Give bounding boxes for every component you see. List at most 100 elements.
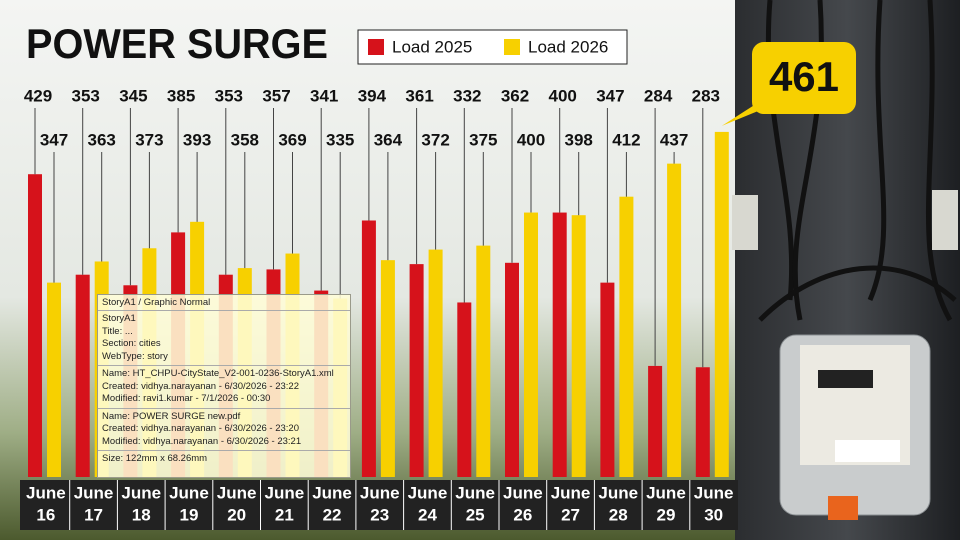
value-label: 363 (88, 130, 116, 149)
tooltip-section: StoryA1 Title: ... Section: cities WebType:… (98, 311, 350, 366)
legend-swatch (368, 39, 384, 55)
bar (28, 174, 42, 477)
meter-tag (835, 440, 900, 462)
tooltip: StoryA1 / Graphic Normal StoryA1 Title: .… (97, 294, 351, 478)
value-label: 412 (612, 130, 640, 149)
value-label: 400 (549, 86, 577, 105)
tooltip-line: Section: cities (102, 338, 161, 349)
meter-seal (828, 496, 858, 520)
x-tick-label: 25 (466, 505, 485, 524)
bar (648, 365, 663, 477)
x-tick-label: 24 (418, 505, 437, 524)
tooltip-section: Name: HT_CHPU-CityState_V2-001-0236-Stor… (98, 366, 350, 409)
value-label: 341 (310, 86, 338, 105)
value-label: 332 (453, 86, 481, 105)
photo-clamp (732, 195, 758, 250)
bar (505, 262, 519, 477)
x-tick-label: June (598, 483, 638, 502)
x-tick-label: June (312, 483, 352, 502)
x-tick-label: 16 (36, 505, 55, 524)
date-band (20, 480, 738, 530)
value-label: 398 (565, 130, 593, 149)
legend-swatch (504, 39, 520, 55)
x-tick-label: June (360, 483, 400, 502)
bar (476, 245, 491, 477)
tooltip-line: Modified: vidhya.narayanan - 6/30/2026 -… (102, 435, 302, 447)
tooltip-section: Name: POWER SURGE new.pdf Created: vidhya… (98, 409, 350, 451)
value-label: 375 (469, 130, 497, 149)
callout-box (752, 42, 856, 114)
x-tick-label: 26 (513, 505, 532, 524)
bar (361, 220, 376, 477)
bar (524, 212, 538, 478)
tooltip-line: Modified: ravi1.kumar - 7/1/2026 - 00:30 (102, 393, 271, 404)
value-label: 429 (24, 86, 52, 105)
bar (552, 212, 567, 478)
tooltip-line: Created: vidhya.narayanan - 6/30/2026 - … (102, 423, 299, 434)
x-tick-label: June (121, 483, 161, 502)
value-label: 283 (692, 86, 720, 105)
bar (75, 274, 90, 477)
legend-label: Load 2026 (528, 37, 608, 56)
photo-clamp (932, 190, 958, 250)
value-label: 461 (769, 53, 839, 100)
x-tick-label: 27 (561, 505, 580, 524)
bar (409, 264, 424, 477)
value-label: 347 (596, 86, 624, 105)
bar (667, 163, 682, 477)
bar (47, 282, 61, 477)
value-label: 385 (167, 86, 195, 105)
value-label: 362 (501, 86, 529, 105)
value-label: 400 (517, 130, 545, 149)
tooltip-line: WebType: story (102, 350, 168, 362)
x-tick-label: 22 (323, 505, 342, 524)
tooltip-line: Name: POWER SURGE new.pdf (102, 410, 241, 422)
bar (619, 196, 634, 477)
x-tick-label: June (694, 483, 734, 502)
bar (695, 367, 710, 477)
bar (457, 302, 472, 477)
value-label: 373 (135, 130, 163, 149)
x-tick-label: June (455, 483, 495, 502)
value-label: 353 (72, 86, 100, 105)
tooltip-header: StoryA1 / Graphic Normal (98, 295, 350, 311)
x-tick-label: 21 (275, 505, 294, 524)
value-label: 284 (644, 86, 673, 105)
x-tick-label: June (217, 483, 257, 502)
x-tick-label: June (74, 483, 114, 502)
x-tick-label: 30 (704, 505, 723, 524)
tooltip-line: Size: 122mm x 68.26mm (102, 453, 208, 464)
tooltip-line: Title: ... (102, 325, 133, 337)
bar (380, 260, 395, 477)
value-label: 347 (40, 130, 68, 149)
legend-label: Load 2025 (392, 37, 472, 56)
meter-display (818, 370, 873, 388)
x-tick-label: June (551, 483, 591, 502)
value-label: 372 (421, 130, 449, 149)
bar (714, 131, 729, 477)
x-tick-label: June (503, 483, 543, 502)
x-tick-label: 19 (179, 505, 198, 524)
x-tick-label: 17 (84, 505, 103, 524)
tooltip-line: StoryA1 (102, 313, 136, 324)
x-tick-label: 23 (370, 505, 389, 524)
x-tick-label: 29 (656, 505, 675, 524)
bar (600, 282, 615, 477)
tooltip-line: Name: HT_CHPU-CityState_V2-001-0236-Stor… (102, 368, 334, 379)
value-label: 364 (374, 130, 403, 149)
bar (571, 215, 586, 477)
x-tick-label: June (169, 483, 209, 502)
x-tick-label: June (408, 483, 448, 502)
value-label: 345 (119, 86, 147, 105)
value-label: 369 (278, 130, 306, 149)
value-label: 353 (215, 86, 243, 105)
value-label: 358 (231, 130, 259, 149)
bar (428, 249, 443, 477)
x-tick-label: 20 (227, 505, 246, 524)
value-label: 335 (326, 130, 354, 149)
x-tick-label: June (265, 483, 305, 502)
x-tick-label: June (646, 483, 686, 502)
chart-title: POWER SURGE (26, 20, 328, 67)
value-label: 394 (358, 86, 387, 105)
